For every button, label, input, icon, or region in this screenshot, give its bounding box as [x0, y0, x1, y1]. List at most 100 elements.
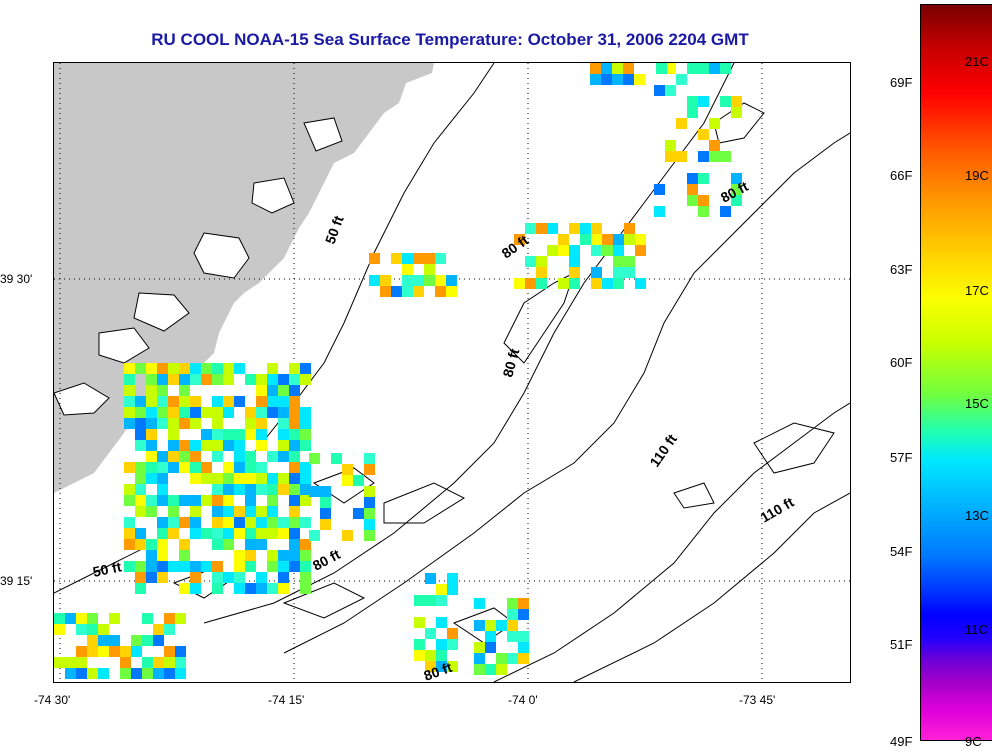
sst-pixel	[436, 639, 447, 650]
sst-pixel	[613, 267, 624, 278]
sst-pixel	[201, 363, 212, 374]
sst-pixel	[402, 286, 413, 297]
sst-pixel	[146, 385, 157, 396]
y-tick-label-39-15: 39 15'	[0, 574, 33, 588]
sst-pixel	[212, 539, 223, 550]
sst-pixel	[245, 561, 256, 572]
sst-pixel	[124, 374, 135, 385]
sst-pixel	[485, 664, 496, 675]
colorbar-label-49f: 49F	[890, 734, 913, 749]
sst-pixel	[135, 561, 146, 572]
sst-pixel	[157, 363, 168, 374]
sst-pixel	[223, 484, 234, 495]
sst-pixel	[425, 650, 436, 661]
sst-pixel	[289, 363, 300, 374]
sst-pixel	[76, 668, 87, 679]
sst-pixel	[320, 497, 331, 508]
sst-pixel	[135, 528, 146, 539]
sst-pixel	[474, 653, 485, 664]
sst-pixel	[278, 561, 289, 572]
sst-pixel	[320, 519, 331, 530]
sst-map[interactable]: 50 ft 50 ft 80 ft 80 ft 80 ft 80 ft 80 f…	[53, 62, 851, 683]
sst-pixel	[146, 451, 157, 462]
sst-pixel	[731, 96, 742, 107]
sst-pixel	[223, 396, 234, 407]
sst-pixel	[591, 234, 602, 245]
sst-pixel	[146, 363, 157, 374]
sst-pixel	[190, 462, 201, 473]
sst-pixel	[569, 245, 580, 256]
sst-pixel	[634, 74, 645, 85]
sst-pixel	[309, 453, 320, 464]
sst-pixel	[256, 440, 267, 451]
sst-pixel	[602, 278, 613, 289]
sst-pixel	[234, 506, 245, 517]
sst-pixel	[164, 646, 175, 657]
sst-pixel	[474, 642, 485, 653]
sst-pixel	[267, 363, 278, 374]
sst-pixel	[168, 396, 179, 407]
sst-pixel	[613, 256, 624, 267]
contour-label-110ft-b: 110 ft	[758, 494, 797, 526]
sst-pixel	[65, 657, 76, 668]
sst-pixel	[179, 539, 190, 550]
sst-pixel	[179, 495, 190, 506]
sst-pixel	[234, 429, 245, 440]
sst-pixel	[414, 639, 425, 650]
sst-pixel	[223, 363, 234, 374]
sst-pixel	[124, 495, 135, 506]
sst-pixel	[179, 561, 190, 572]
sst-pixel	[278, 484, 289, 495]
sst-pixel	[146, 440, 157, 451]
sst-pixel	[580, 223, 591, 234]
sst-pixel	[602, 245, 613, 256]
sst-pixel	[436, 650, 447, 661]
sst-pixel	[425, 573, 436, 584]
sst-pixel	[234, 583, 245, 594]
sst-pixel	[87, 624, 98, 635]
sst-pixel	[146, 539, 157, 550]
sst-pixel	[446, 275, 457, 286]
sst-pixel	[124, 407, 135, 418]
sst-pixel	[364, 530, 375, 541]
sst-pixel	[507, 598, 518, 609]
sst-pixel	[447, 628, 458, 639]
sst-pixel	[720, 63, 731, 74]
sst-pixel	[245, 495, 256, 506]
sst-pixel	[234, 517, 245, 528]
sst-pixel	[190, 506, 201, 517]
sst-pixel	[364, 486, 375, 497]
sst-pixel	[624, 267, 635, 278]
sst-pixel	[131, 635, 142, 646]
sst-pixel	[157, 561, 168, 572]
sst-pixel	[168, 418, 179, 429]
sst-pixel	[146, 462, 157, 473]
sst-pixel	[131, 646, 142, 657]
sst-pixel	[142, 668, 153, 679]
sst-pixel	[278, 374, 289, 385]
sst-pixel	[278, 451, 289, 462]
sst-pixel	[234, 572, 245, 583]
sst-pixel	[624, 256, 635, 267]
sst-pixel	[342, 475, 353, 486]
sst-pixel	[436, 595, 447, 606]
colorbar-label-60f: 60F	[890, 355, 913, 370]
sst-pixel	[168, 429, 179, 440]
sst-pixel	[124, 561, 135, 572]
sst-pixel	[146, 407, 157, 418]
sst-pixel	[157, 385, 168, 396]
sst-pixel	[157, 484, 168, 495]
sst-pixel	[289, 451, 300, 462]
sst-pixel	[223, 572, 234, 583]
sst-pixel	[256, 396, 267, 407]
sst-pixel	[289, 506, 300, 517]
sst-pixel	[120, 646, 131, 657]
sst-pixel	[168, 440, 179, 451]
contour-label-50ft-north: 50 ft	[322, 213, 347, 246]
contour-label-50ft-south: 50 ft	[91, 558, 123, 580]
sst-pixel	[234, 462, 245, 473]
sst-pixel	[135, 506, 146, 517]
sst-pixel	[168, 451, 179, 462]
sst-pixel	[518, 609, 529, 620]
sst-pixel	[624, 234, 635, 245]
